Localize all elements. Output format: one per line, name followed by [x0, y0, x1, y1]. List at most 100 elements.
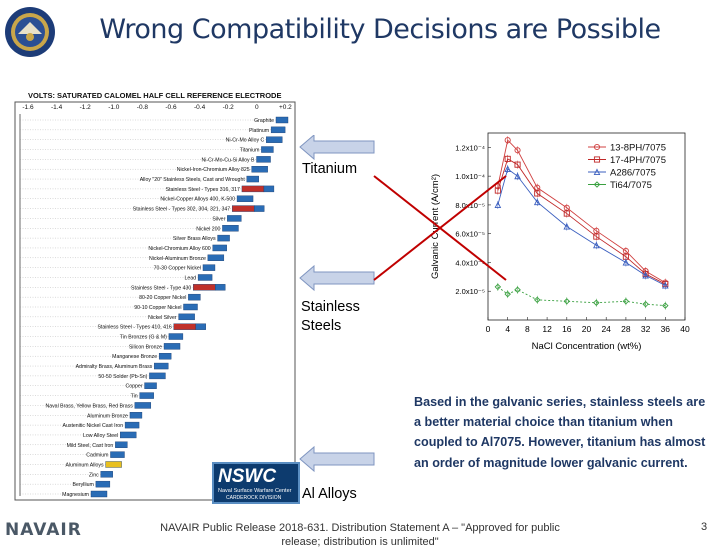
galvanic-bar-active — [195, 323, 206, 330]
galvanic-bar — [241, 185, 265, 193]
data-point — [622, 258, 630, 266]
x-tick-label: 40 — [680, 324, 690, 334]
galvanic-bar — [154, 362, 169, 370]
galvanic-material-label: Aluminum Bronze — [87, 413, 128, 419]
nswc-logo-text: NSWC — [218, 466, 277, 487]
data-point — [622, 298, 630, 305]
x-tick-label: 0 — [486, 324, 491, 334]
x-tick-label: 28 — [621, 324, 631, 334]
data-point — [533, 198, 541, 206]
data-point — [494, 201, 502, 208]
galvanic-tick-label: -1.4 — [51, 104, 63, 111]
galvanic-material-label: Platinum — [249, 128, 269, 134]
galvanic-series-title: VOLTS: SATURATED CALOMEL HALF CELL REFER… — [28, 91, 282, 100]
data-point — [563, 298, 571, 305]
cross-line-2 — [373, 175, 507, 281]
galvanic-material-label: 50-50 Solder (Pb-Sn) — [98, 374, 147, 380]
galvanic-tick-label: -1.6 — [22, 104, 34, 111]
galvanic-bar — [256, 156, 271, 163]
galvanic-material-label: Cadmium — [86, 453, 108, 459]
nswc-logo-subtitle: Naval Surface Warfare Center — [218, 488, 292, 494]
galvanic-bar — [124, 421, 140, 429]
data-point — [504, 155, 511, 162]
galvanic-bar — [115, 441, 128, 448]
galvanic-material-label: Nickel-Aluminum Bronze — [149, 256, 206, 262]
slide-title: Wrong Compatibility Decisions are Possib… — [99, 14, 661, 45]
y-axis-label: Galvanic Current (A/cm²) — [430, 174, 441, 279]
galvanic-material-label: Stainless Steel - Types 410, 416 — [97, 325, 171, 331]
galvanic-bar — [134, 402, 152, 409]
data-point — [642, 300, 649, 308]
galvanic-bar — [227, 215, 242, 222]
galvanic-bar — [202, 264, 216, 271]
galvanic-material-label: Alloy "20" Stainless Steels, Cast and Wr… — [140, 177, 246, 183]
stainless-arrow — [299, 264, 375, 292]
galvanic-material-label: 80-20 Copper Nickel — [139, 295, 186, 301]
galvanic-bar — [236, 195, 254, 202]
galvanic-material-label: Ni-Cr-Mo-Cu-Si Alloy B — [201, 157, 255, 163]
galvanic-material-label: Aluminum Alloys — [66, 462, 104, 468]
x-tick-label: 20 — [582, 324, 592, 334]
data-point — [593, 156, 601, 163]
x-tick-label: 16 — [562, 324, 572, 334]
galvanic-material-label: Tin Bronzes (G & M) — [120, 335, 167, 341]
galvanic-bar-active — [263, 185, 275, 193]
galvanic-bar — [144, 382, 157, 389]
galvanic-material-label: Silicon Bronze — [129, 344, 162, 350]
galvanic-material-label: Silver Brass Alloys — [173, 236, 216, 242]
galvanic-material-label: Graphite — [254, 118, 274, 124]
galvanic-bar — [207, 254, 225, 261]
galvanic-material-label: Copper — [126, 384, 143, 390]
galvanic-bar — [270, 126, 286, 134]
data-point — [593, 299, 600, 306]
galvanic-material-label: 90-10 Copper Nickel — [134, 305, 181, 311]
y-tick-label: 1.0x10⁻⁴ — [455, 172, 485, 181]
data-point — [514, 147, 521, 154]
galvanic-material-label: Ni-Cr-Mo Alloy C — [226, 138, 265, 144]
galvanic-material-label: Low Alloy Steel — [83, 433, 118, 439]
galvanic-tick-label: 0 — [255, 104, 259, 111]
galvanic-bar — [110, 451, 125, 458]
galvanic-tick-label: +0.2 — [279, 104, 292, 111]
data-point — [514, 172, 521, 180]
galvanic-material-label: Mild Steel, Cast Iron — [67, 443, 114, 449]
galvanic-frame — [14, 101, 296, 501]
galvanic-bar — [158, 353, 172, 360]
galvanic-bar — [222, 225, 239, 232]
galvanic-material-label: Naval Brass, Yellow Brass, Red Brass — [45, 403, 133, 409]
galvanic-tick-label: -0.6 — [165, 104, 177, 111]
x-axis-label: NaCl Concentration (wt%) — [532, 341, 642, 352]
stainless-label-line2: Steels — [301, 318, 342, 334]
data-point — [504, 137, 511, 144]
data-point — [494, 283, 502, 291]
data-point — [504, 290, 511, 298]
explanation-text: Based in the galvanic series, stainless … — [414, 395, 706, 470]
data-point — [514, 286, 521, 294]
galvanic-tick-label: -0.2 — [223, 104, 235, 111]
galvanic-bar — [100, 471, 113, 478]
y-tick-label: 6.0x10⁻⁵ — [455, 230, 485, 239]
red-cross-mark — [373, 175, 507, 281]
al-alloys-arrow — [299, 445, 375, 473]
data-point — [661, 281, 669, 289]
galvanic-material-label: Nickel 200 — [196, 226, 220, 232]
galvanic-bar — [183, 303, 198, 311]
data-point — [514, 161, 521, 168]
galvanic-series-chart: -1.6 -1.4 -1.2 -1.0 -0.8 -0.6 -0.4 -0.2 0 +0.2 Gra… — [14, 101, 296, 501]
galvanic-bar — [168, 333, 184, 340]
galvanic-bar — [251, 166, 268, 173]
x-tick-label: 8 — [525, 324, 530, 334]
data-point — [662, 302, 669, 309]
data-point — [593, 233, 600, 240]
galvanic-material-label: Austenitic Nickel Cast Iron — [63, 423, 124, 429]
titanium-arrow — [299, 135, 375, 161]
galvanic-bar — [193, 284, 216, 291]
galvanic-bar — [197, 274, 213, 281]
galvanic-bar — [139, 392, 154, 399]
galvanic-bar — [261, 146, 274, 153]
galvanic-bar — [129, 412, 143, 419]
navy-seal-logo — [5, 7, 55, 57]
galvanic-bar — [163, 343, 181, 350]
data-point — [504, 165, 512, 173]
legend-label: 13-8PH/7075 — [610, 143, 666, 154]
